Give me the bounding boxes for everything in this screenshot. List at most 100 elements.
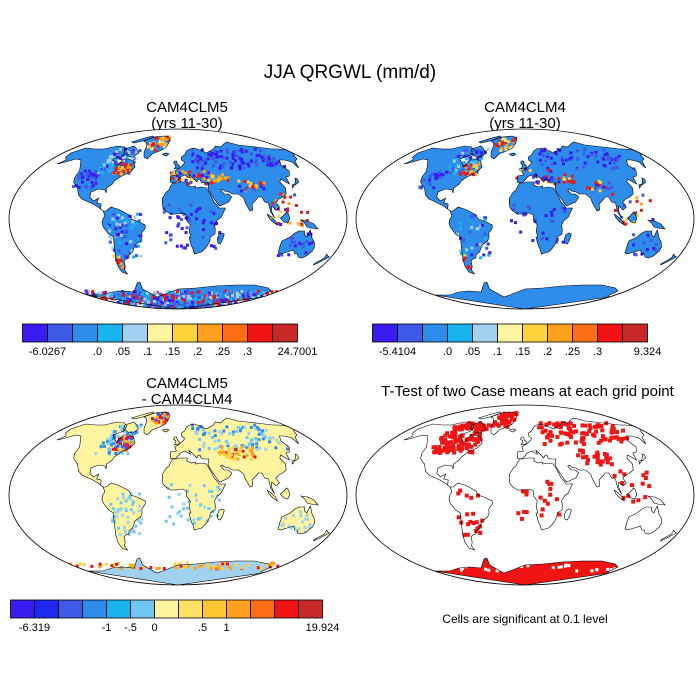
colorbar-box — [10, 599, 35, 619]
land-sumatra — [267, 214, 278, 225]
map-content — [9, 129, 347, 309]
map-panel4 — [355, 404, 695, 586]
colorbar-box — [154, 599, 179, 619]
panel2-title-line1: CAM4CLM4 — [484, 99, 566, 116]
colorbar-panel3: -6.319 -1 -.5 0 .5 1 19.924 — [10, 599, 340, 634]
map-border — [8, 128, 348, 310]
land-baffin — [123, 422, 139, 433]
land-australia — [625, 506, 662, 534]
colorbar-tick-label: .05 — [115, 346, 130, 358]
colorbar-tick-label: .3 — [593, 346, 602, 358]
land-north-america — [403, 422, 483, 487]
land-new-guinea — [301, 220, 318, 229]
colorbar-box — [247, 323, 273, 343]
colorbar-tick-label: -6.0267 — [29, 346, 66, 358]
colorbar-box — [622, 323, 648, 343]
colorbar-panel2: -5.4104 .0 .05 .1 .15 .2 .25 .3 9.324 — [372, 323, 662, 358]
colorbar-box — [250, 599, 275, 619]
colorbar-box — [522, 323, 548, 343]
grid-cell-anomalies — [71, 135, 314, 309]
land-new-zealand — [660, 254, 677, 265]
colorbar-tick-label: .0 — [443, 346, 452, 358]
colorbar-box — [572, 323, 598, 343]
colorbar-box — [147, 323, 173, 343]
colorbar-tick-label: .2 — [543, 346, 552, 358]
colorbar-tick-label: .0 — [93, 346, 102, 358]
colorbar-box — [472, 323, 498, 343]
map-panel1 — [8, 128, 348, 310]
colorbar-box — [597, 323, 623, 343]
land-africa — [162, 458, 226, 530]
land-britain — [520, 437, 527, 445]
land-africa — [509, 458, 573, 530]
coastlines — [56, 411, 331, 585]
panel3-title: CAM4CLM5 - CAM4CLM4 — [22, 376, 352, 408]
figure-title: JJA QRGWL (mm/d) — [263, 62, 437, 83]
colorbar-box — [130, 599, 155, 619]
colorbar-box — [58, 599, 83, 619]
colorbar-tick-label: .3 — [243, 346, 252, 358]
colorbar-tick-label: -1 — [102, 622, 112, 634]
land-madagascar — [564, 509, 572, 520]
land-new-guinea — [648, 220, 665, 229]
colorbar-tick-label: -5.4104 — [379, 346, 416, 358]
colorbar-tick-label: .1 — [493, 346, 502, 358]
land-madagascar — [564, 233, 572, 244]
colorbar-box — [226, 599, 251, 619]
land-new-zealand — [313, 530, 330, 541]
map-panel2 — [355, 128, 695, 310]
panel2-title-line2: (yrs 11-30) — [489, 115, 561, 132]
land-greenland — [490, 136, 517, 159]
colorbar-tick-label: 9.324 — [634, 346, 662, 358]
colorbar-box — [298, 599, 323, 619]
land-new-guinea — [301, 496, 318, 505]
colorbar-tick-label: 19.924 — [306, 622, 340, 634]
colorbar-tick-label: -6.319 — [19, 622, 50, 634]
map-content — [356, 129, 694, 309]
land-ellesmere — [131, 412, 154, 419]
colorbar-box — [422, 323, 448, 343]
land-britain — [520, 161, 527, 169]
map-border — [355, 404, 695, 586]
land-ellesmere — [478, 412, 501, 419]
colorbar-tick-label: .15 — [165, 346, 180, 358]
colorbar-tick-label: .05 — [465, 346, 480, 358]
map-panel3 — [8, 404, 348, 586]
colorbar-box — [172, 323, 198, 343]
panel3-title-line1: CAM4CLM5 — [146, 375, 228, 392]
panel1-title-line1: CAM4CLM5 — [146, 99, 228, 116]
colorbar-box — [447, 323, 473, 343]
land-africa — [162, 182, 226, 254]
colorbar-box — [272, 323, 298, 343]
colorbar-box — [197, 323, 223, 343]
land-sumatra — [267, 490, 278, 501]
colorbar-tick-label: 24.7001 — [278, 346, 318, 358]
colorbar-box — [274, 599, 299, 619]
colorbar-box — [202, 599, 227, 619]
panel1-title-line2: (yrs 11-30) — [151, 115, 223, 132]
colorbar-panel1: -6.0267 .0 .05 .1 .15 .2 .25 .3 24.7001 — [22, 323, 318, 358]
coastlines — [403, 411, 678, 585]
panel3-title-line2: - CAM4CLM4 — [141, 391, 233, 408]
colorbar-box — [222, 323, 248, 343]
land-australia — [278, 230, 315, 258]
significance-note: Cells are significant at 0.1 level — [442, 612, 608, 626]
grid-cell-anomalies — [68, 411, 312, 571]
colorbar-box — [34, 599, 59, 619]
land-north-america — [403, 146, 483, 211]
colorbar-box — [72, 323, 98, 343]
land-new-guinea — [648, 496, 665, 505]
colorbar-box — [497, 323, 523, 343]
land-south-america — [449, 483, 493, 550]
map-content — [9, 405, 347, 585]
colorbar-tick-label: 1 — [223, 622, 229, 634]
land-new-zealand — [313, 254, 330, 265]
colorbar-tick-label: .15 — [515, 346, 530, 358]
colorbar-box — [178, 599, 203, 619]
coastlines — [403, 135, 678, 309]
colorbar-tick-label: .2 — [193, 346, 202, 358]
colorbar-tick-label: .1 — [143, 346, 152, 358]
colorbar-tick-label: .25 — [215, 346, 230, 358]
map-border — [355, 128, 695, 310]
map-content — [356, 405, 694, 585]
